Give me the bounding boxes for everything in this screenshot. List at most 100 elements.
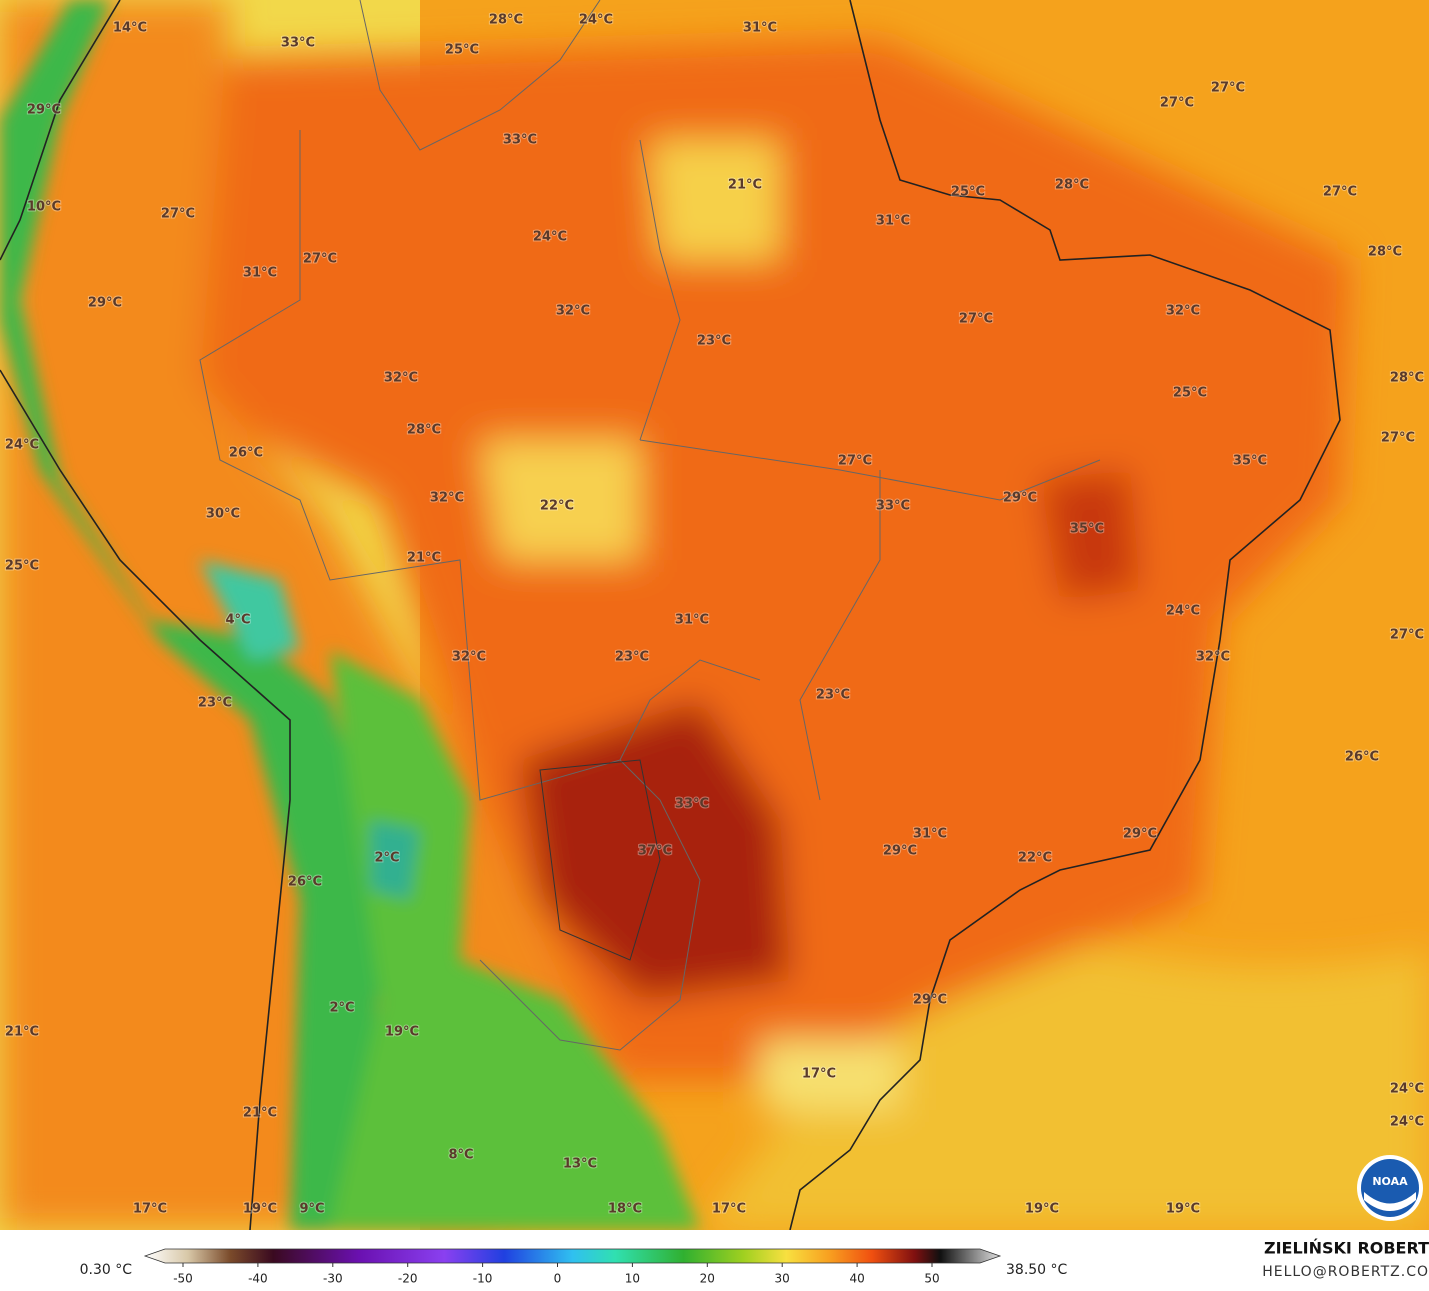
temperature-label: 24°C xyxy=(1390,1115,1424,1130)
colorbar-tick-label: 50 xyxy=(924,1272,939,1286)
temperature-label: 21°C xyxy=(243,1106,277,1121)
temperature-label: 32°C xyxy=(1166,304,1200,319)
temperature-label: 35°C xyxy=(1070,522,1104,537)
temperature-label: 17°C xyxy=(133,1202,167,1217)
temperature-label: 25°C xyxy=(1173,386,1207,401)
colorbar-tick-label: 10 xyxy=(625,1272,640,1286)
map-field xyxy=(0,0,1429,1230)
temperature-label: 8°C xyxy=(448,1148,473,1163)
temperature-label: 35°C xyxy=(1233,454,1267,469)
temperature-label: 32°C xyxy=(430,491,464,506)
temperature-label: 28°C xyxy=(1055,178,1089,193)
temperature-label: 32°C xyxy=(556,304,590,319)
temperature-label: 27°C xyxy=(838,454,872,469)
temperature-label: 17°C xyxy=(712,1202,746,1217)
temperature-label: 21°C xyxy=(407,551,441,566)
temperature-label: 29°C xyxy=(88,296,122,311)
temperature-label: 37°C xyxy=(638,844,672,859)
temperature-label: 25°C xyxy=(5,559,39,574)
temperature-label: 23°C xyxy=(198,696,232,711)
temperature-label: 27°C xyxy=(303,252,337,267)
temperature-label: 23°C xyxy=(816,688,850,703)
temperature-label: 33°C xyxy=(675,797,709,812)
colorbar-max-label: 38.50 °C xyxy=(1006,1262,1068,1278)
temperature-labels: 14°C 33°C 28°C 24°C 25°C 31°C 29°C 27°C 27°C 33°C… xyxy=(4,12,1425,1218)
temperature-label: 17°C xyxy=(802,1067,836,1082)
colorbar: 0.30 °C 38.50 °C -50 -40 -30 -20 -10 0 10 20 30 4… xyxy=(80,1248,1068,1286)
temperature-label: 32°C xyxy=(452,650,486,665)
temperature-label: 23°C xyxy=(615,650,649,665)
author-contact: HELLO@ROBERTZ.CO xyxy=(1262,1264,1429,1280)
colorbar-tick-label: 20 xyxy=(700,1272,715,1286)
colorbar-tick-label: 40 xyxy=(849,1272,864,1286)
temperature-label: 29°C xyxy=(1003,491,1037,506)
temperature-label: 2°C xyxy=(329,1001,354,1016)
temperature-label: 26°C xyxy=(1345,750,1379,765)
colorbar-tick-label: 30 xyxy=(775,1272,790,1286)
temperature-label: 33°C xyxy=(876,499,910,514)
colorbar-scale xyxy=(143,1248,1002,1264)
temperature-label: 29°C xyxy=(883,844,917,859)
temperature-label: 31°C xyxy=(675,613,709,628)
temperature-label: 24°C xyxy=(533,230,567,245)
coastline xyxy=(0,0,1341,1230)
temperature-label: 22°C xyxy=(540,499,574,514)
temperature-label: 27°C xyxy=(1323,185,1357,200)
temperature-label: 4°C xyxy=(225,613,250,628)
temperature-label: 33°C xyxy=(281,36,315,51)
temperature-label: 19°C xyxy=(1166,1202,1200,1217)
temperature-label: 24°C xyxy=(5,438,39,453)
logo-text: NOAA xyxy=(1372,1175,1408,1188)
temperature-label: 9°C xyxy=(299,1202,324,1217)
temperature-label: 31°C xyxy=(913,827,947,842)
temperature-label: 30°C xyxy=(206,507,240,522)
temperature-label: 29°C xyxy=(913,993,947,1008)
colorbar-tick-label: 0 xyxy=(554,1272,562,1286)
temperature-label: 31°C xyxy=(243,266,277,281)
temperature-label: 28°C xyxy=(407,423,441,438)
temperature-label: 25°C xyxy=(951,185,985,200)
temperature-label: 27°C xyxy=(1211,81,1245,96)
temperature-label: 31°C xyxy=(743,21,777,36)
temperature-label: 25°C xyxy=(445,43,479,58)
temperature-label: 24°C xyxy=(579,13,613,28)
temperature-label: 26°C xyxy=(288,875,322,890)
colorbar-tick-label: -40 xyxy=(248,1272,268,1286)
temperature-label: 27°C xyxy=(1381,431,1415,446)
temperature-label: 29°C xyxy=(1123,827,1157,842)
borders xyxy=(199,0,1101,1051)
colorbar-tick-label: -20 xyxy=(398,1272,418,1286)
temperature-label: 27°C xyxy=(1160,96,1194,111)
temperature-label: 28°C xyxy=(1368,245,1402,260)
noaa-logo: NOAA xyxy=(1357,1155,1423,1221)
colorbar-tick-label: -30 xyxy=(323,1272,343,1286)
temperature-label: 18°C xyxy=(608,1202,642,1217)
temperature-label: 19°C xyxy=(385,1025,419,1040)
temperature-label: 23°C xyxy=(697,334,731,349)
temperature-label: 13°C xyxy=(563,1157,597,1172)
temperature-label: 21°C xyxy=(5,1025,39,1040)
colorbar-min-label: 0.30 °C xyxy=(80,1262,133,1278)
temperature-label: 14°C xyxy=(113,21,147,36)
temperature-label: 27°C xyxy=(959,312,993,327)
temperature-label: 26°C xyxy=(229,446,263,461)
author-name: ZIELIŃSKI ROBERT xyxy=(1264,1239,1429,1258)
temperature-label: 33°C xyxy=(503,133,537,148)
temperature-label: 32°C xyxy=(384,371,418,386)
temperature-label: 27°C xyxy=(1390,628,1424,643)
temperature-label: 19°C xyxy=(243,1202,277,1217)
temperature-label: 28°C xyxy=(1390,371,1424,386)
temperature-label: 2°C xyxy=(374,851,399,866)
temperature-label: 24°C xyxy=(1390,1082,1424,1097)
temperature-label: 24°C xyxy=(1166,604,1200,619)
colorbar-tick-label: -50 xyxy=(173,1272,193,1286)
temperature-label: 29°C xyxy=(27,103,61,118)
colorbar-tick-label: -10 xyxy=(473,1272,493,1286)
temperature-label: 21°C xyxy=(728,178,762,193)
temperature-label: 27°C xyxy=(161,207,195,222)
temperature-label: 19°C xyxy=(1025,1202,1059,1217)
temperature-label: 32°C xyxy=(1196,650,1230,665)
temperature-label: 31°C xyxy=(876,214,910,229)
temperature-label: 28°C xyxy=(489,13,523,28)
temperature-label: 10°C xyxy=(27,200,61,215)
